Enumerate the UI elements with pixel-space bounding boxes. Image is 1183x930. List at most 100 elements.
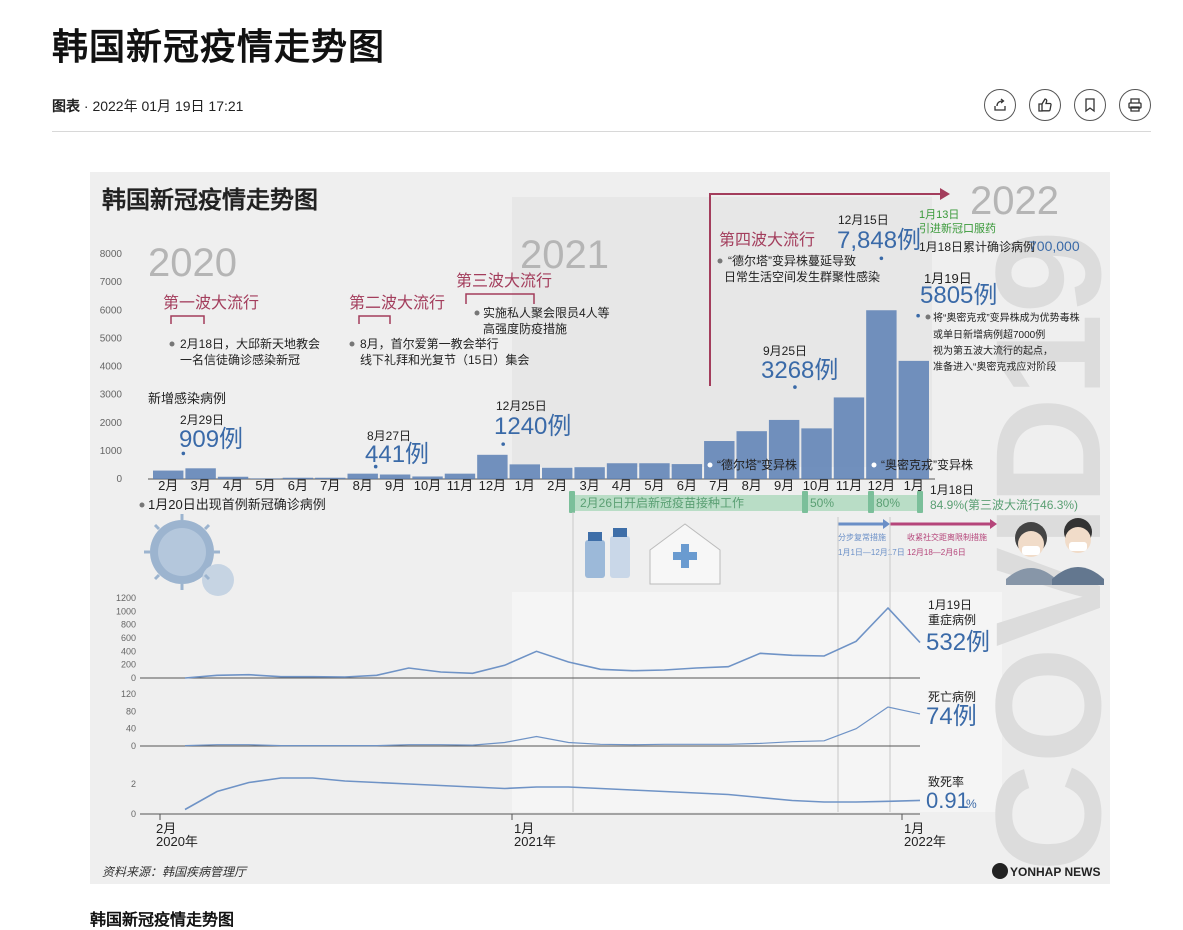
- cases-bar: [185, 468, 216, 479]
- cases-bar: [412, 476, 443, 479]
- cases-bar: [866, 310, 897, 479]
- y-tick: 120: [121, 689, 136, 699]
- wave-1-title: 第一波大流行: [163, 294, 259, 312]
- wave-3-bullet: [474, 310, 480, 316]
- callout-1-date: 2月29日: [180, 413, 224, 427]
- y-tick: 0: [131, 809, 136, 819]
- infographic-title: 韩国新冠疫情走势图: [102, 186, 318, 214]
- article-category[interactable]: 图表: [52, 98, 80, 114]
- y-tick: 80: [126, 706, 136, 716]
- share-button[interactable]: [984, 89, 1016, 121]
- article-actions: [984, 89, 1151, 121]
- delta-bullet: [707, 462, 713, 468]
- y-tick: 1200: [116, 593, 136, 603]
- wave-4-note-2: 日常生活空间发生群聚性感染: [724, 269, 880, 284]
- cases-x-tick: 7月: [709, 478, 729, 493]
- wave-3-note-1: 实施私人聚会限员4人等: [483, 305, 610, 320]
- measure-2-arrowhead: [990, 519, 997, 529]
- cases-x-tick: 6月: [288, 478, 308, 493]
- cases-x-tick: 10月: [414, 478, 441, 493]
- peak-point: [373, 464, 378, 469]
- omicron-note-bullet: [925, 314, 931, 320]
- omicron-bullet: [871, 462, 877, 468]
- page-title: 韩国新冠疫情走势图: [52, 26, 386, 67]
- measure-1-label: 分步复常措施: [838, 532, 886, 542]
- wave-1-bracket: [170, 315, 205, 324]
- bottom-year-1: 2020年: [156, 834, 198, 849]
- peak-point: [181, 451, 186, 456]
- cases-x-tick: 8月: [742, 478, 762, 493]
- wave-4-note-1: “德尔塔”变异株蔓延导致: [728, 253, 856, 268]
- omicron-note-3: 视为第五波大流行的起点，: [933, 344, 1053, 357]
- cases-y-tick: 5000: [100, 333, 123, 344]
- wave-1-note-1: 2月18日，大邱新天地教会: [180, 336, 320, 351]
- cases-x-tick: 9月: [385, 478, 405, 493]
- infographic: COVID19 韩国新冠疫情走势图 2020 2021 2022 0100020…: [90, 172, 1110, 884]
- callout-4-date: 9月25日: [763, 344, 807, 358]
- omicron-note-1: 将“奥密克戎”变异株成为优势毒株: [933, 311, 1080, 324]
- cases-x-tick: 6月: [677, 478, 697, 493]
- print-icon: [1128, 98, 1142, 112]
- cases-x-tick: 4月: [612, 478, 632, 493]
- pill-date: 1月13日: [919, 209, 959, 221]
- cases-bar: [768, 419, 800, 479]
- cases-x-tick: 2月: [547, 478, 567, 493]
- like-button[interactable]: [1029, 89, 1061, 121]
- first-case-note: 1月20日出现首例新冠确诊病例: [148, 497, 326, 512]
- cumulative-label: 1月18日累计确诊病例: [919, 239, 1035, 254]
- callout-1-value: 909例: [179, 426, 243, 453]
- cases-bar: [898, 360, 929, 479]
- wave-2-note-1: 8月，首尔爱第一教会举行: [360, 336, 499, 351]
- omicron-variant: “奥密克戎”变异株: [881, 457, 973, 472]
- bottom-year-3: 2022年: [904, 834, 946, 849]
- measure-1-arrowhead: [883, 519, 890, 529]
- cases-y-tick: 6000: [100, 305, 123, 316]
- cases-bar: [801, 428, 832, 479]
- cases-x-tick: 9月: [774, 478, 794, 493]
- cases-bar: [347, 473, 378, 479]
- vaccine-mark-80: 80%: [876, 496, 900, 510]
- year-panel-2021-lower: [512, 592, 932, 812]
- wave-3-bracket: [465, 293, 535, 304]
- yonhap-logo-text: YONHAP NEWS: [1010, 865, 1100, 879]
- vaccine-mark-50: 50%: [810, 496, 834, 510]
- wave-2-bracket: [358, 315, 391, 324]
- severe-label: 重症病例: [928, 612, 976, 627]
- yonhap-logo-mark: [992, 863, 1008, 879]
- y-tick: 600: [121, 633, 136, 643]
- wave-2-title: 第二波大流行: [349, 294, 445, 312]
- severe-date: 1月19日: [928, 598, 972, 612]
- meta-separator: ·: [83, 98, 89, 114]
- cases-bar: [477, 454, 508, 479]
- y-tick: 0: [131, 741, 136, 751]
- bottom-month-2: 1月: [514, 821, 534, 836]
- measure-1-dates: 1月1日—12月17日: [838, 548, 905, 557]
- cases-bar: [509, 464, 540, 479]
- cases-y-tick: 4000: [100, 362, 123, 373]
- cases-bar: [736, 431, 767, 479]
- figure-caption: 韩国新冠疫情走势图: [90, 912, 235, 929]
- fatality-y-axis: 02: [131, 779, 136, 819]
- peak-point: [916, 313, 920, 318]
- cases-bar: [606, 463, 638, 479]
- vaccine-end-text: 84.9%(第三波大流行46.3%): [930, 498, 1078, 512]
- like-icon: [1038, 98, 1052, 112]
- cases-bar: [574, 467, 605, 479]
- cases-x-tick: 8月: [353, 478, 373, 493]
- delta-variant: “德尔塔”变异株: [717, 457, 797, 472]
- cases-y-tick: 7000: [100, 277, 123, 288]
- wave-2-bullet: [349, 341, 355, 347]
- fatality-value: 0.91: [926, 788, 969, 813]
- fatality-label: 致死率: [928, 774, 964, 789]
- article-meta: 图表 · 2022年 01月 19日 17:21: [52, 96, 243, 116]
- fatality-unit: %: [966, 797, 977, 811]
- share-icon: [994, 98, 1006, 111]
- fatality-line: [184, 777, 921, 811]
- new-cases-label: 新增感染病例: [148, 391, 226, 406]
- cases-y-axis: 0 1000 2000 3000 4000 5000 6000 7000 8000: [100, 249, 123, 485]
- print-button[interactable]: [1119, 89, 1151, 121]
- cases-y-tick: 0: [116, 474, 122, 485]
- bookmark-button[interactable]: [1074, 89, 1106, 121]
- wave-4-title: 第四波大流行: [719, 231, 815, 249]
- year-panel-2022-lower: [932, 592, 1002, 812]
